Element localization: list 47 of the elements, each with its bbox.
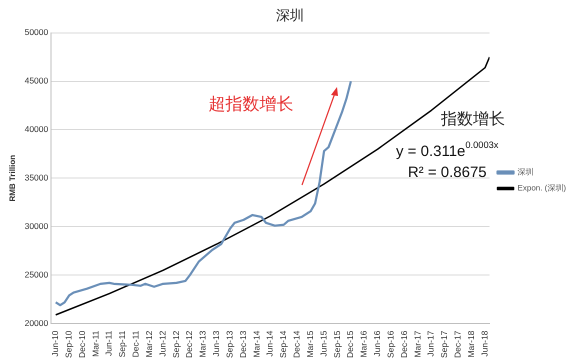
annotation: 超指数增长 [208, 94, 294, 114]
x-tick-label: Jun-17 [426, 330, 436, 357]
x-tick-label: Jun-16 [372, 330, 382, 357]
x-tick-label: Mar-17 [412, 330, 422, 358]
x-tick-label: Dec-15 [345, 330, 356, 358]
x-tick-label: Mar-16 [358, 330, 369, 358]
x-tick-label: Jun-13 [211, 330, 222, 357]
x-tick-label: Dec-10 [76, 330, 87, 358]
x-tick-label: Jun-11 [104, 330, 114, 356]
y-tick-label: 50000 [24, 27, 49, 38]
x-tick-label: Jun-10 [50, 330, 60, 357]
x-tick-label: Dec-13 [238, 330, 248, 358]
y-tick-label: 45000 [24, 76, 49, 86]
x-tick-label: Mar-11 [90, 330, 100, 357]
x-tick-label: Jun-15 [318, 330, 328, 357]
x-tick-label: Mar-13 [198, 330, 208, 358]
x-tick-label: Sep-16 [385, 330, 396, 358]
x-tick-label: Mar-12 [144, 330, 154, 358]
annotation: R² = 0.8675 [408, 164, 487, 182]
x-tick-label: Mar-15 [304, 330, 315, 358]
x-tick-label: Dec-12 [184, 330, 194, 358]
x-tick-label: Jun-18 [479, 330, 490, 357]
x-tick-label: Sep-12 [170, 330, 181, 358]
y-tick-label: 30000 [24, 221, 49, 232]
annotation: 指数增长 [440, 109, 506, 128]
x-tick-label: Sep-15 [332, 330, 342, 358]
x-tick-label: Dec-16 [398, 330, 409, 358]
chart-title: 深圳 [276, 8, 304, 24]
x-tick-label: Sep-13 [224, 330, 234, 358]
y-axis-title: RMB Trillion [8, 154, 18, 202]
x-tick-label: Mar-18 [466, 330, 476, 358]
x-tick-label: Sep-14 [278, 330, 288, 358]
y-tick-label: 35000 [24, 172, 49, 183]
x-tick-label: Mar-14 [251, 330, 262, 358]
legend-label: Expon. (深圳) [518, 184, 566, 193]
x-tick-label: Dec-14 [292, 330, 302, 358]
y-tick-label: 20000 [24, 318, 49, 328]
y-tick-label: 40000 [24, 124, 49, 134]
x-tick-label: Dec-17 [452, 330, 463, 358]
x-tick-label: Sep-10 [63, 330, 74, 358]
legend-label: 深圳 [518, 168, 534, 177]
x-tick-label: Sep-17 [439, 330, 450, 358]
x-tick-label: Sep-11 [117, 330, 128, 358]
x-tick-label: Jun-12 [157, 330, 168, 357]
y-tick-label: 25000 [24, 269, 49, 280]
x-tick-label: Dec-11 [130, 330, 141, 358]
x-tick-label: Jun-14 [264, 330, 275, 357]
